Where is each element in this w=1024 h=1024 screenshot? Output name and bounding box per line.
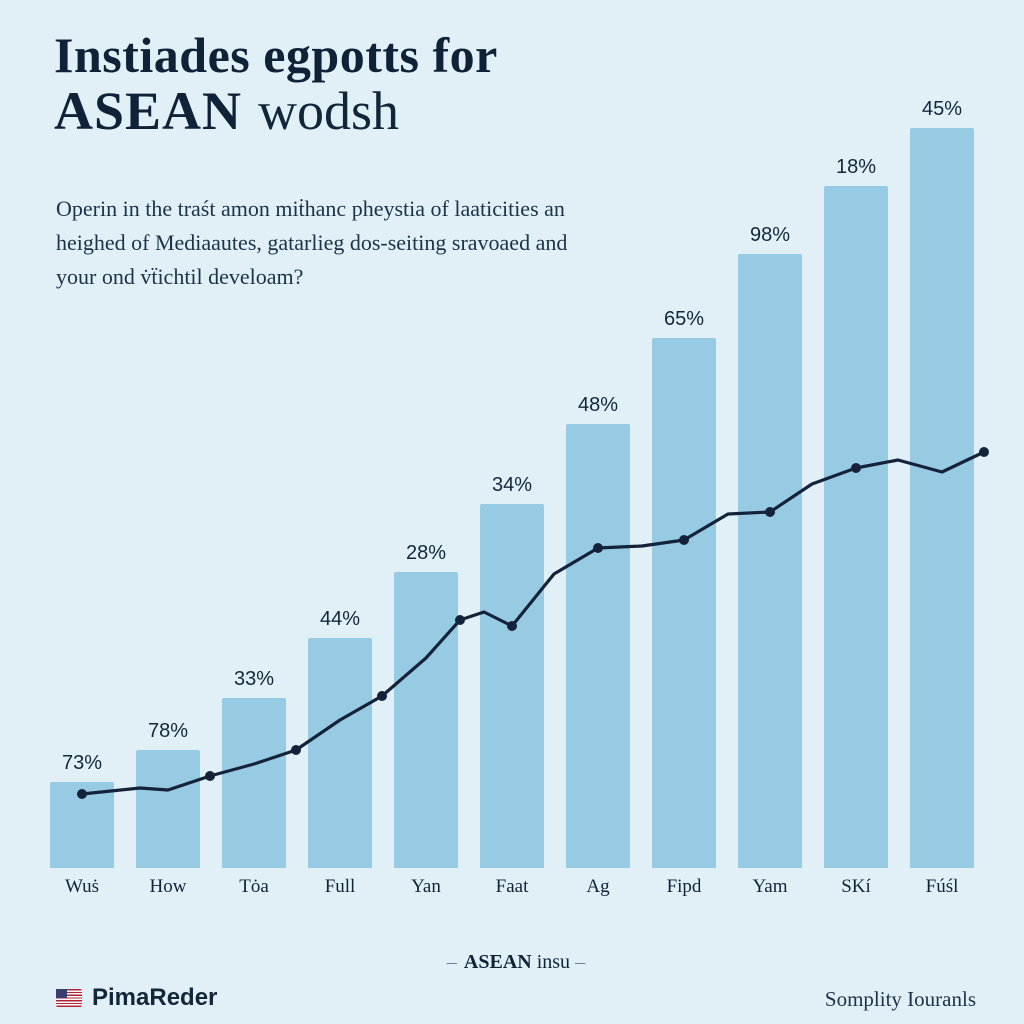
bar-value-label: 28% bbox=[394, 542, 458, 565]
bar-group: 73%Wuṡ 78%How 33%Tȯa 44%Full 28%Yan 34%Faat 48… bbox=[40, 108, 994, 868]
bar: 44%Full bbox=[308, 638, 372, 868]
x-tick-label: Full bbox=[308, 876, 372, 898]
bar-value-label: 65% bbox=[652, 308, 716, 331]
xaxis-text: ASEAN insu bbox=[464, 951, 575, 973]
bar-value-label: 44% bbox=[308, 608, 372, 631]
x-tick-label: Faat bbox=[480, 876, 544, 898]
xaxis-dash-left: – bbox=[447, 951, 459, 973]
xaxis-dash-right: – bbox=[575, 951, 587, 973]
x-axis-title: – ASEAN insu – bbox=[40, 951, 994, 974]
xaxis-text-bold: ASEAN bbox=[464, 951, 532, 973]
bar-value-label: 98% bbox=[738, 224, 802, 247]
footer-brand: PimaReder bbox=[56, 984, 217, 1012]
x-tick-label: Yan bbox=[394, 876, 458, 898]
bar: 78%How bbox=[136, 750, 200, 868]
bar-value-label: 18% bbox=[824, 156, 888, 179]
bar: 28%Yan bbox=[394, 572, 458, 868]
bar-value-label: 45% bbox=[910, 98, 974, 121]
x-tick-label: Ag bbox=[566, 876, 630, 898]
bar: 48%Ag bbox=[566, 424, 630, 868]
bar: 18%SKí bbox=[824, 186, 888, 868]
bar: 33%Tȯa bbox=[222, 698, 286, 868]
x-tick-label: Fúśl bbox=[910, 876, 974, 898]
bar: 65%Fipd bbox=[652, 338, 716, 868]
footer-source: Somplity Iouranls bbox=[825, 987, 976, 1012]
x-tick-label: How bbox=[136, 876, 200, 898]
bar: 45%Fúśl bbox=[910, 128, 974, 868]
x-tick-label: Fipd bbox=[652, 876, 716, 898]
bar-value-label: 33% bbox=[222, 668, 286, 691]
chart-area: 73%Wuṡ78%How33%Tȯa44%Full28%Yan34%Faat48… bbox=[40, 150, 994, 904]
brand-text: PimaReder bbox=[92, 984, 217, 1012]
us-flag-icon bbox=[56, 989, 82, 1007]
title-line1: Instiades egpotts for bbox=[54, 28, 694, 82]
x-tick-label: SKí bbox=[824, 876, 888, 898]
x-tick-label: Wuṡ bbox=[50, 876, 114, 898]
bar: 73%Wuṡ bbox=[50, 782, 114, 868]
bar-value-label: 34% bbox=[480, 474, 544, 497]
bar: 34%Faat bbox=[480, 504, 544, 868]
bar-value-label: 73% bbox=[50, 752, 114, 775]
bar: 98%Yam bbox=[738, 254, 802, 868]
x-tick-label: Yam bbox=[738, 876, 802, 898]
xaxis-text-tail: insu bbox=[532, 951, 570, 973]
x-tick-label: Tȯa bbox=[222, 876, 286, 898]
bar-value-label: 78% bbox=[136, 720, 200, 743]
bar-value-label: 48% bbox=[566, 394, 630, 417]
